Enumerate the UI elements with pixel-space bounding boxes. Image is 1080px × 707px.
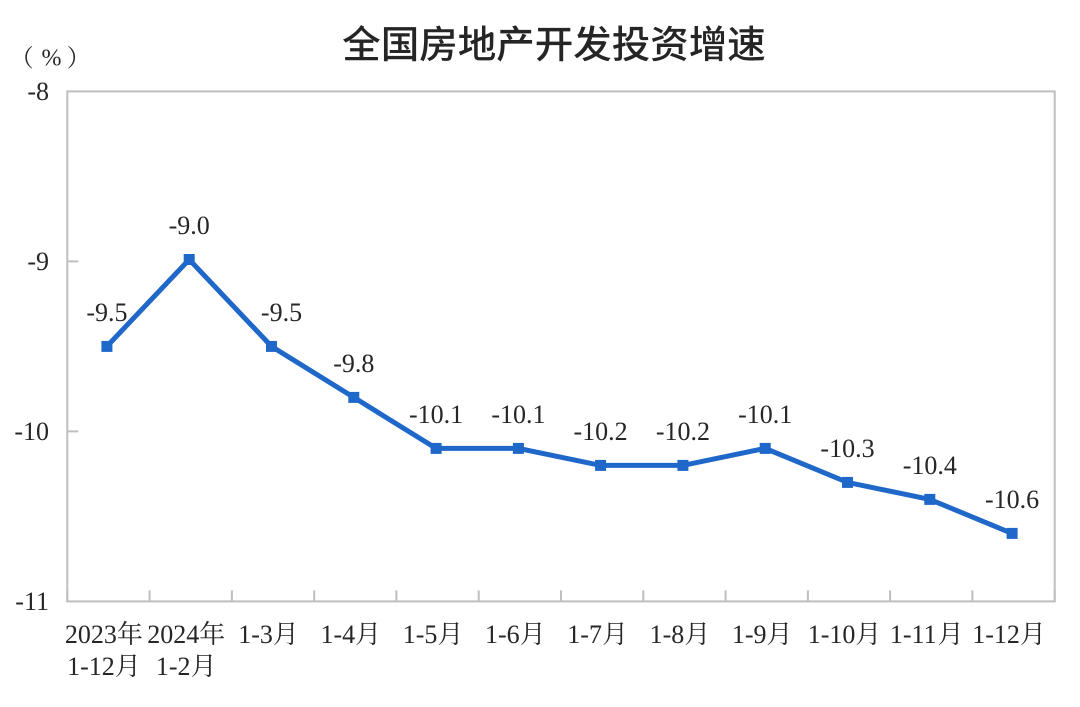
svg-text:-10.1: -10.1 (738, 400, 792, 429)
svg-text:2023: 2023 (65, 620, 117, 649)
svg-text:1-5: 1-5 (403, 620, 438, 649)
svg-text:-10.4: -10.4 (903, 451, 957, 480)
svg-text:-8: -8 (27, 77, 49, 106)
svg-text:1-12: 1-12 (67, 652, 115, 681)
svg-text:-10.3: -10.3 (820, 434, 874, 463)
svg-text:-9.5: -9.5 (86, 298, 127, 327)
svg-text:1-3: 1-3 (238, 620, 273, 649)
svg-text:1-10: 1-10 (808, 620, 856, 649)
svg-text:-9.5: -9.5 (261, 298, 302, 327)
svg-text:-10: -10 (14, 417, 49, 446)
svg-text:%: % (42, 45, 62, 71)
svg-text:1-11: 1-11 (890, 620, 937, 649)
svg-text:1-2: 1-2 (156, 652, 191, 681)
svg-text:1-8: 1-8 (650, 620, 685, 649)
svg-text:-10.1: -10.1 (409, 400, 463, 429)
svg-text:-10.2: -10.2 (656, 417, 710, 446)
svg-text:2024: 2024 (147, 620, 199, 649)
svg-text:-11: -11 (15, 587, 49, 616)
svg-text:1-7: 1-7 (567, 620, 602, 649)
svg-text:-10.6: -10.6 (985, 485, 1039, 514)
svg-text:1-6: 1-6 (485, 620, 520, 649)
svg-text:-10.2: -10.2 (574, 417, 628, 446)
svg-text:1-12: 1-12 (972, 620, 1020, 649)
svg-text:-9.0: -9.0 (169, 211, 210, 240)
svg-text:-9: -9 (27, 247, 49, 276)
svg-text:-10.1: -10.1 (491, 400, 545, 429)
svg-text:-9.8: -9.8 (333, 349, 374, 378)
svg-text:1-4: 1-4 (321, 620, 356, 649)
svg-text:1-9: 1-9 (732, 620, 767, 649)
